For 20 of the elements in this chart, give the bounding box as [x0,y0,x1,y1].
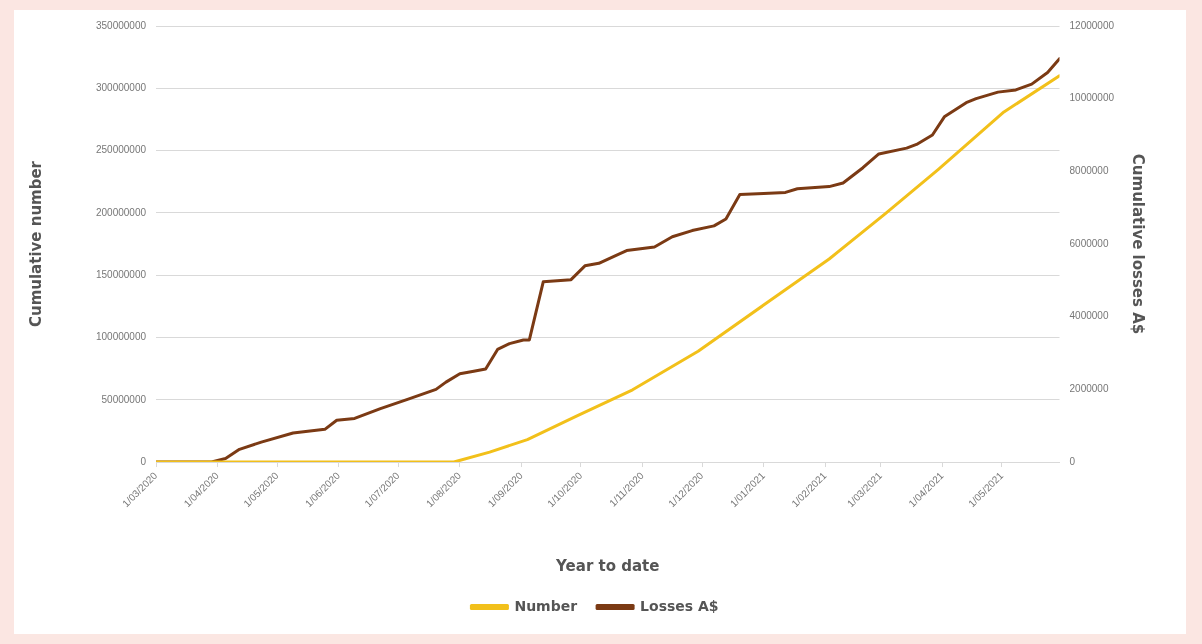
y2-tick-label: 8000000 [1069,165,1109,177]
legend-label: Number [514,597,578,614]
x-axis-title: Year to date [555,556,660,575]
y2-tick-label: 4000000 [1069,310,1109,322]
y-tick-label: 100000000 [95,331,147,343]
y2-tick-label: 12000000 [1069,19,1115,31]
y2-axis-title: Cumulative losses A$ [1129,153,1148,335]
y-axis-title: Cumulative number [26,160,45,328]
y-tick-label: 0 [140,455,147,467]
y-tick-label: 150000000 [95,268,147,280]
y-tick-label: 300000000 [95,82,147,94]
y-tick-label: 350000000 [95,19,147,31]
y-tick-label: 50000000 [101,393,147,405]
y2-tick-label: 0 [1069,455,1076,467]
y2-tick-label: 6000000 [1069,237,1109,249]
y2-tick-label: 10000000 [1069,92,1115,104]
y-tick-label: 200000000 [95,206,147,218]
y2-tick-label: 2000000 [1069,383,1109,395]
legend-label: Losses A$ [640,597,719,614]
y-tick-label: 250000000 [95,144,147,156]
